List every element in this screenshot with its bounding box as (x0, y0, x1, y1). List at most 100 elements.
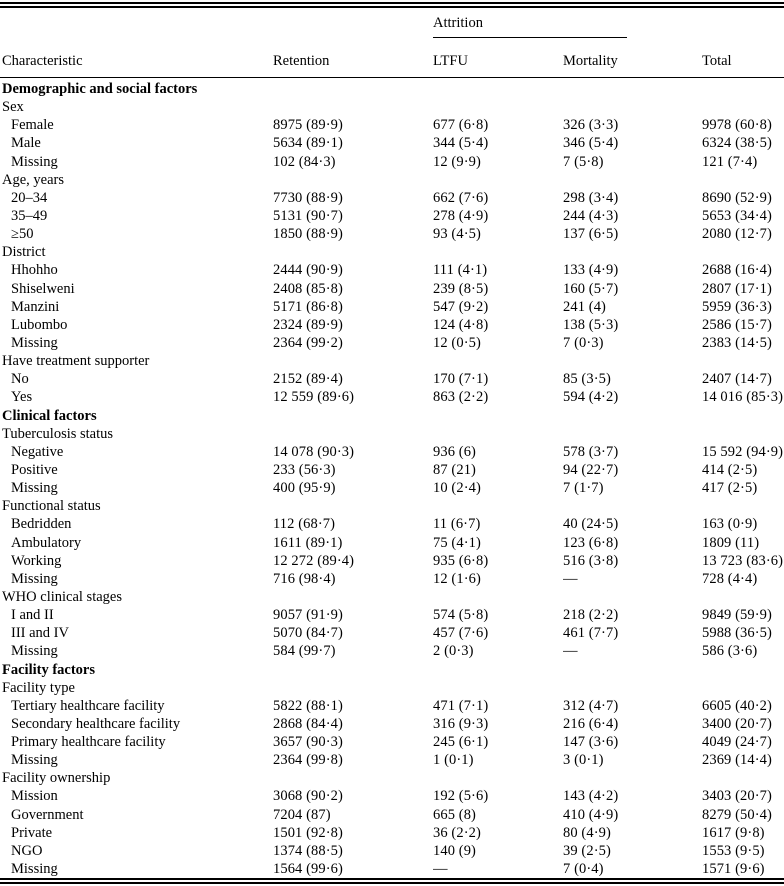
total-value: 8690 (52·9) (702, 189, 772, 206)
group-row: Have treatment supporter (0, 352, 784, 370)
table-row: Ambulatory 1611 (89·1) 75 (4·1) 123 (6·8) 18… (0, 534, 784, 552)
row-label: Age, years (2, 171, 65, 188)
ltfu-value: 344 (5·4) (433, 135, 489, 152)
mortality-value: 7 (5·8) (563, 153, 604, 170)
table-row: Positive 233 (56·3) 87 (21) 94 (22·7) 414 (2… (0, 461, 784, 479)
ltfu-value: 124 (4·8) (433, 316, 489, 333)
retention-value: 102 (84·3) (273, 153, 336, 170)
ltfu-value: 245 (6·1) (433, 734, 489, 751)
retention-value: 3068 (90·2) (273, 788, 343, 805)
table-row: III and IV 5070 (84·7) 457 (7·6) 461 (7·7) 5… (0, 624, 784, 642)
table-row: Missing 584 (99·7) 2 (0·3) — 586 (3·6) (0, 642, 784, 660)
mortality-value: 147 (3·6) (563, 734, 619, 751)
total-value: 414 (2·5) (702, 461, 758, 478)
row-label: Facility ownership (2, 770, 111, 787)
mortality-value: 7 (1·7) (563, 480, 604, 497)
group-row: Functional status (0, 497, 784, 515)
mortality-value: — (563, 570, 578, 587)
table-row: Missing 2364 (99·2) 12 (0·5) 7 (0·3) 2383 (1… (0, 334, 784, 352)
mortality-value: 94 (22·7) (563, 461, 619, 478)
row-label: Facility type (2, 679, 75, 696)
table-bottom-rule (0, 878, 784, 885)
total-value: 6605 (40·2) (702, 697, 772, 714)
total-value: 4049 (24·7) (702, 734, 772, 751)
ltfu-value: 12 (1·6) (433, 570, 481, 587)
table-row: Missing 400 (95·9) 10 (2·4) 7 (1·7) 417 (2·5… (0, 479, 784, 497)
row-label: Government (11, 806, 84, 823)
table-row: Mission 3068 (90·2) 192 (5·6) 143 (4·2) 3403… (0, 787, 784, 805)
ltfu-value: 10 (2·4) (433, 480, 481, 497)
mortality-value: 461 (7·7) (563, 625, 619, 642)
table-row: Male 5634 (89·1) 344 (5·4) 346 (5·4) 6324 (3… (0, 134, 784, 152)
attrition-spanner: Attrition (433, 15, 627, 38)
row-label: 35–49 (11, 207, 48, 224)
row-label: Clinical factors (2, 407, 97, 424)
retention-value: 1501 (92·8) (273, 824, 343, 841)
ltfu-value: 457 (7·6) (433, 625, 489, 642)
total-value: 417 (2·5) (702, 480, 758, 497)
table-header-row: Characteristic Retention LTFU Mortality … (0, 38, 784, 78)
ltfu-value: 140 (9) (433, 842, 476, 859)
table-header-spanner-row: Attrition (0, 8, 784, 38)
row-label: Missing (11, 861, 58, 878)
ltfu-value: 12 (9·9) (433, 153, 481, 170)
section-row: Clinical factors (0, 407, 784, 425)
attrition-column-header: Attrition (433, 15, 483, 31)
table-top-rule (0, 2, 784, 8)
ltfu-column-header: LTFU (433, 53, 468, 69)
ltfu-value: 111 (4·1) (433, 262, 488, 279)
mortality-value: 326 (3·3) (563, 117, 619, 134)
retention-value: 112 (68·7) (273, 516, 336, 533)
row-label: Shiselweni (11, 280, 75, 297)
mortality-value: 244 (4·3) (563, 207, 619, 224)
mortality-value: 516 (3·8) (563, 552, 619, 569)
retention-value: 1850 (88·9) (273, 226, 343, 243)
total-value: 2369 (14·4) (702, 752, 772, 769)
row-label: Missing (11, 570, 58, 587)
row-label: Missing (11, 643, 58, 660)
ltfu-value: 87 (21) (433, 461, 476, 478)
retention-value: 3657 (90·3) (273, 734, 343, 751)
row-label: Bedridden (11, 516, 72, 533)
retention-value: 1564 (99·6) (273, 861, 343, 878)
table-row: Bedridden 112 (68·7) 11 (6·7) 40 (24·5) 163 … (0, 515, 784, 533)
mortality-value: 578 (3·7) (563, 443, 619, 460)
group-row: Facility type (0, 679, 784, 697)
table-row: 35–49 5131 (90·7) 278 (4·9) 244 (4·3) 5653 (… (0, 207, 784, 225)
total-value: 1617 (9·8) (702, 824, 765, 841)
ltfu-value: 93 (4·5) (433, 226, 481, 243)
row-label: ≥50 (11, 226, 34, 243)
retention-value: 400 (95·9) (273, 480, 336, 497)
retention-value: 2408 (85·8) (273, 280, 343, 297)
table-row: 20–34 7730 (88·9) 662 (7·6) 298 (3·4) 8690 (… (0, 189, 784, 207)
total-column-header: Total (702, 53, 732, 69)
ltfu-value: 936 (6) (433, 443, 476, 460)
group-row: WHO clinical stages (0, 588, 784, 606)
mortality-value: 410 (4·9) (563, 806, 619, 823)
retention-value: 5822 (88·1) (273, 697, 343, 714)
ltfu-value: 662 (7·6) (433, 189, 489, 206)
mortality-value: 40 (24·5) (563, 516, 619, 533)
retention-value: 2152 (89·4) (273, 371, 343, 388)
row-label: Female (11, 117, 54, 134)
row-label: Tertiary healthcare facility (11, 697, 165, 714)
mortality-value: 312 (4·7) (563, 697, 619, 714)
ltfu-value: 170 (7·1) (433, 371, 489, 388)
row-label: No (11, 371, 29, 388)
table-row: Tertiary healthcare facility 5822 (88·1) 4… (0, 697, 784, 715)
total-value: 13 723 (83·6) (702, 552, 784, 569)
ltfu-value: 665 (8) (433, 806, 476, 823)
retention-value: 1611 (89·1) (273, 534, 343, 551)
mortality-value: 298 (3·4) (563, 189, 619, 206)
table-row: Missing 2364 (99·8) 1 (0·1) 3 (0·1) 2369 (14… (0, 751, 784, 769)
total-value: 8279 (50·4) (702, 806, 772, 823)
row-label: Male (11, 135, 41, 152)
row-label: Missing (11, 480, 58, 497)
retention-value: 8975 (89·9) (273, 117, 343, 134)
retention-value: 7730 (88·9) (273, 189, 343, 206)
retention-value: 5070 (84·7) (273, 625, 343, 642)
table-row: Negative 14 078 (90·3) 936 (6) 578 (3·7) 15 … (0, 443, 784, 461)
section-row: Facility factors (0, 661, 784, 679)
characteristic-column-header: Characteristic (2, 53, 83, 69)
